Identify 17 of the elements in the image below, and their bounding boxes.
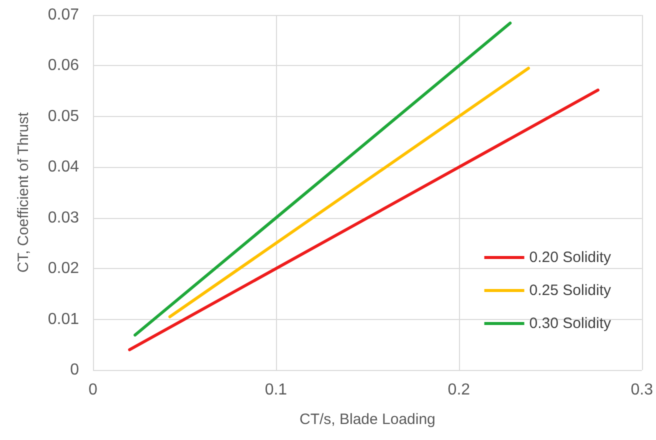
y-tick-label: 0 <box>70 362 80 378</box>
y-tick-label: 0.07 <box>48 6 80 24</box>
legend-label: 0.25 Solidity <box>529 282 612 299</box>
y-tick-label: 0.04 <box>48 158 80 176</box>
y-tick-label: 0.05 <box>48 108 80 125</box>
y-tick-label: 0.03 <box>48 209 80 226</box>
y-tick-label: 0.01 <box>48 310 80 328</box>
x-tick-label: 0.2 <box>448 382 470 398</box>
y-tick-label: 0.06 <box>48 57 80 74</box>
x-tick-label: 0.3 <box>630 382 654 398</box>
legend-label: 0.30 Solidity <box>529 315 612 332</box>
y-tick-label: 0.02 <box>48 260 80 278</box>
x-tick-label: 0.1 <box>264 382 288 398</box>
x-tick-label: 0 <box>88 382 98 398</box>
y-axis-title: CT, Coefficient of Thrust <box>15 112 32 273</box>
x-axis-title: CT/s, Blade Loading <box>299 411 436 428</box>
legend-label: 0.20 Solidity <box>529 249 612 266</box>
